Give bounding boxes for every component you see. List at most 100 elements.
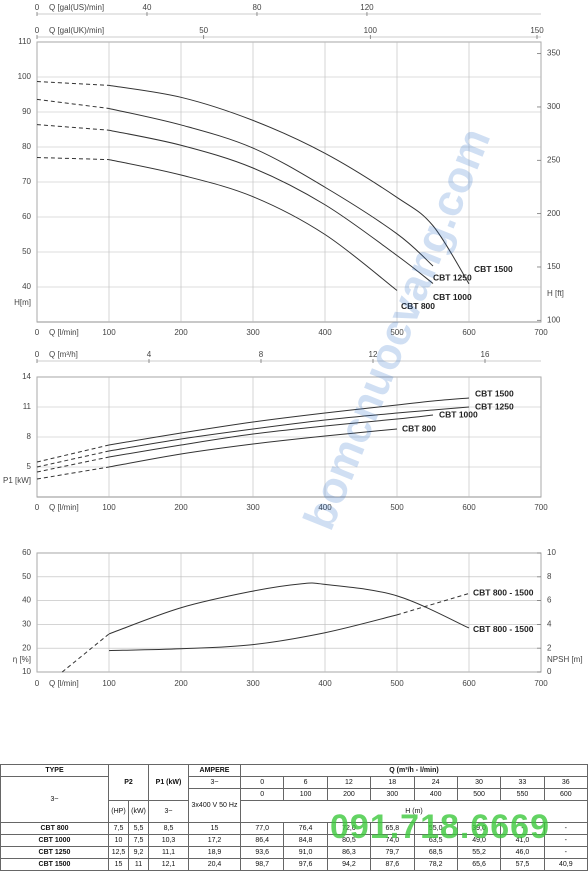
q-lmin: 0 <box>239 788 285 801</box>
value-cell: 77,0 <box>239 822 285 835</box>
y-tick-label: 100 <box>18 72 32 81</box>
line <box>108 84 470 285</box>
line-dashed <box>36 456 110 473</box>
line-dashed <box>36 444 110 463</box>
series-label: CBT 1000 <box>433 292 472 302</box>
y-tick-label: 10 <box>22 667 31 676</box>
p2-unit: (HP) <box>108 800 129 823</box>
x-tick-label: 300 <box>246 679 260 688</box>
x-tick-label: 700 <box>534 328 548 337</box>
y2-tick-label: 200 <box>547 209 561 218</box>
y2-tick-label: 8 <box>547 572 552 581</box>
y2-tick-label: 350 <box>547 49 561 58</box>
value-cell: 68,5 <box>413 846 458 859</box>
x-axis-label: Q [l/min] <box>49 679 79 688</box>
series-label: CBT 800 - 1500 <box>473 624 534 634</box>
value-cell: 17,2 <box>188 834 241 847</box>
y-tick-label: 40 <box>22 596 31 605</box>
x-tick-label: 200 <box>174 679 188 688</box>
x-tick-label: 400 <box>318 503 332 512</box>
y2-tick-label: 2 <box>547 643 552 652</box>
voltage: 3x400 V 50 Hz <box>188 788 241 823</box>
x-tick-label: 200 <box>174 328 188 337</box>
x-tick-label: 400 <box>318 328 332 337</box>
x2-axis-label: Q [gal(US)/min] <box>49 3 104 12</box>
type-phase: 3~ <box>0 776 109 823</box>
x2-tick-label: 12 <box>369 350 378 359</box>
q-lmin: 550 <box>500 788 545 801</box>
series-label: CBT 1000 <box>439 409 478 419</box>
y2-tick-label: 0 <box>547 667 552 676</box>
value-cell: 11,1 <box>148 846 189 859</box>
type-cell: CBT 1000 <box>0 834 109 847</box>
line <box>108 428 398 468</box>
x2-tick-label: 0 <box>35 26 40 35</box>
line-dashed <box>36 466 110 480</box>
x-tick-label: 300 <box>246 503 260 512</box>
value-cell: 10,3 <box>148 834 189 847</box>
x2-tick-label: 150 <box>530 26 544 35</box>
y-tick-label: 90 <box>22 107 31 116</box>
ampere-phase: 3~ <box>188 776 241 789</box>
value-cell: - <box>543 834 588 847</box>
q-lmin: 100 <box>283 788 328 801</box>
x2-tick-label: 40 <box>143 3 152 12</box>
x-tick-label: 600 <box>462 679 476 688</box>
x2-tick-label: 50 <box>199 26 208 35</box>
x-tick-label: 100 <box>102 503 116 512</box>
value-cell: 11 <box>128 858 149 871</box>
q-lmin: 300 <box>370 788 415 801</box>
y-axis-label: H[m] <box>14 298 31 307</box>
p1-phase: 3~ <box>148 800 189 823</box>
y-tick-label: 60 <box>22 212 31 221</box>
x-tick-label: 600 <box>462 503 476 512</box>
y-tick-label: 11 <box>23 402 32 411</box>
x2-tick-label: 0 <box>35 3 40 12</box>
q-lmin: 500 <box>456 788 502 801</box>
value-cell: 86,3 <box>326 846 372 859</box>
x-tick-label: 300 <box>246 328 260 337</box>
value-cell: 97,6 <box>283 858 328 871</box>
value-cell: 9,2 <box>128 846 149 859</box>
x-tick-label: 0 <box>35 328 40 337</box>
value-cell: 93,6 <box>239 846 285 859</box>
line <box>108 108 434 267</box>
q-m3h: 6 <box>283 776 328 789</box>
spec-table: TYPE P2 P1 (kW) AMPERE Q (m³/h - l/min) … <box>0 764 588 871</box>
value-cell: 12,1 <box>148 858 189 871</box>
y-axis-label: P1 [kW] <box>3 476 31 485</box>
line-dashed <box>36 81 110 86</box>
table-row: CBT 1500 15 11 12,1 20,4 98,7 97,6 94,2 87,6 78,2… <box>0 858 588 871</box>
q-m3h: 30 <box>456 776 502 789</box>
y2-tick-label: 250 <box>547 155 561 164</box>
line <box>108 406 470 452</box>
series-label: CBT 1250 <box>475 401 514 411</box>
p2-unit: (kW) <box>128 800 149 823</box>
watermark-phone: 091.718.6669 <box>330 808 550 846</box>
y-axis-label: η [%] <box>13 655 31 664</box>
value-cell: 65,6 <box>456 858 502 871</box>
value-cell: 8,5 <box>148 822 189 835</box>
x-tick-label: 100 <box>102 679 116 688</box>
line <box>108 614 398 652</box>
line-dashed <box>36 124 110 131</box>
value-cell: 5,5 <box>128 822 149 835</box>
y2-tick-label: 10 <box>547 548 556 557</box>
x2-axis-label: Q [gal(UK)/min] <box>49 26 104 35</box>
table-row: CBT 1250 12,5 9,2 11,1 18,9 93,6 91,0 86,3 79,7 6… <box>0 846 588 859</box>
q-m3h: 36 <box>543 776 588 789</box>
series-label: CBT 800 - 1500 <box>473 588 534 598</box>
x2-tick-label: 120 <box>360 3 374 12</box>
type-header: TYPE <box>0 764 109 777</box>
value-cell: 12,5 <box>108 846 129 859</box>
y2-tick-label: 100 <box>547 315 561 324</box>
value-cell: 87,6 <box>370 858 415 871</box>
y-tick-label: 5 <box>27 462 32 471</box>
series-label: CBT 1250 <box>433 272 472 282</box>
q-lmin: 600 <box>543 788 588 801</box>
y2-tick-label: 300 <box>547 102 561 111</box>
q-m3h: 12 <box>326 776 372 789</box>
line-dashed <box>36 450 110 468</box>
y-tick-label: 50 <box>22 572 31 581</box>
